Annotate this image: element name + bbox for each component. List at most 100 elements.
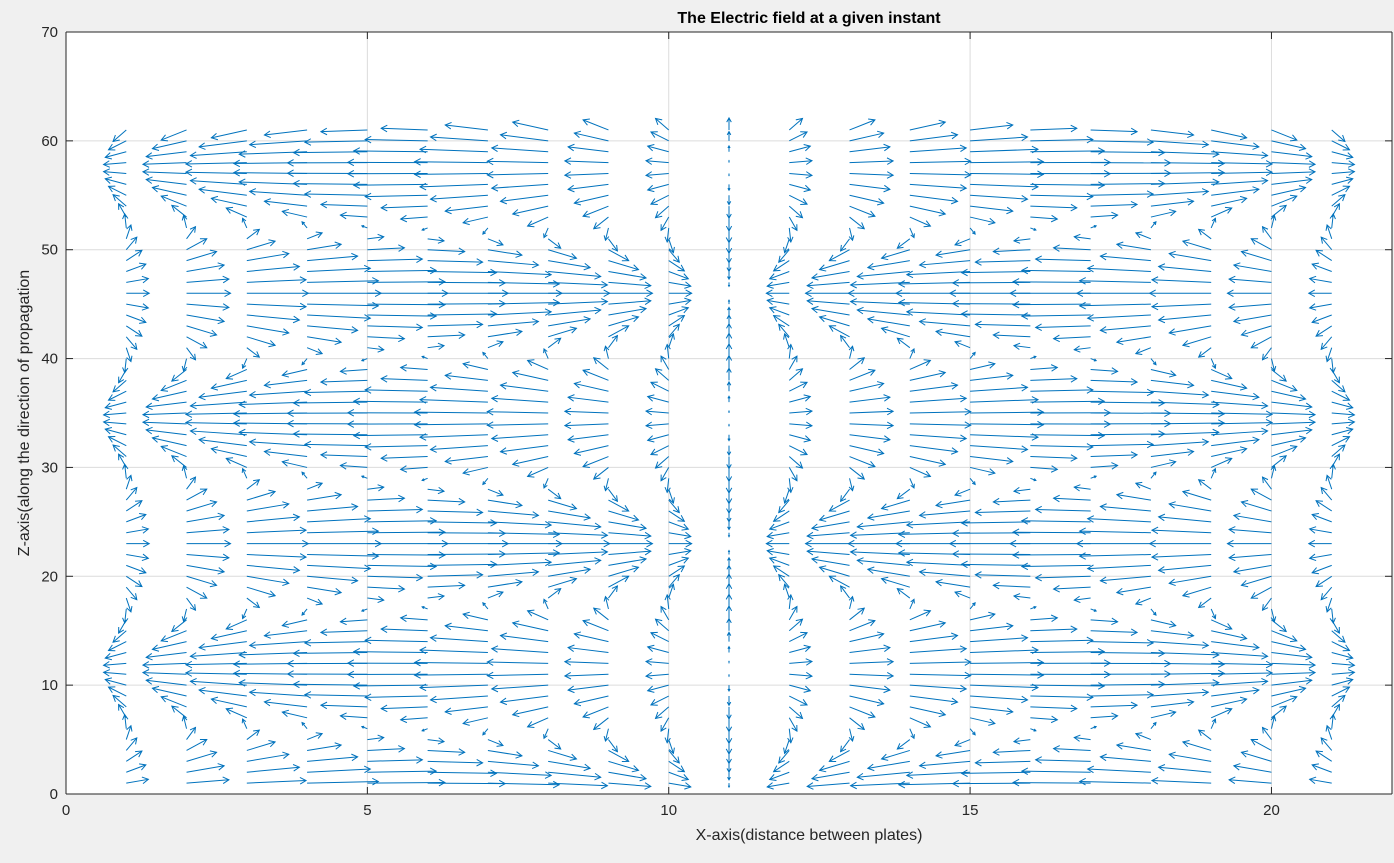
field-arrow (303, 691, 368, 699)
field-arrow (644, 421, 669, 430)
field-arrow (789, 144, 812, 153)
field-arrow (1211, 151, 1269, 159)
field-arrow (490, 183, 549, 192)
field-arrow (1240, 750, 1272, 762)
field-arrow (848, 227, 855, 242)
field-arrow (787, 227, 794, 244)
field-arrow (346, 420, 428, 428)
y-axis-label: Z-axis(along the direction of propagatio… (16, 270, 33, 556)
field-arrow (839, 488, 850, 503)
field-arrow (788, 216, 798, 232)
field-arrow (186, 336, 208, 349)
field-arrow (856, 557, 910, 566)
field-arrow (1197, 597, 1212, 609)
field-arrow (1307, 289, 1332, 297)
field-arrow (1034, 255, 1091, 263)
field-arrow (1086, 314, 1151, 322)
field-arrow (1211, 195, 1248, 207)
field-arrow (563, 671, 609, 680)
field-arrow (462, 717, 489, 726)
field-arrow (1311, 262, 1332, 272)
field-arrow (1078, 777, 1151, 786)
field-arrow (1271, 204, 1288, 218)
field-arrow (1150, 302, 1212, 311)
field-arrow (1052, 585, 1091, 593)
field-arrow (1270, 608, 1277, 623)
field-arrow (1099, 503, 1151, 512)
field-arrow (429, 384, 488, 392)
field-arrow (281, 208, 308, 218)
field-arrow (668, 531, 692, 540)
field-arrow (160, 630, 187, 643)
field-arrow (849, 194, 885, 206)
field-arrow (563, 407, 609, 416)
field-arrow (126, 289, 151, 297)
field-arrow (543, 728, 549, 740)
field-arrow (880, 749, 910, 761)
field-arrow (303, 388, 368, 397)
field-arrow (1157, 764, 1212, 773)
field-arrow (849, 619, 876, 632)
field-arrow (880, 249, 910, 261)
field-arrow (306, 732, 324, 741)
field-arrow (1211, 669, 1274, 677)
field-arrow (608, 334, 619, 348)
field-arrow (849, 684, 891, 694)
field-arrow (608, 297, 652, 305)
field-arrow (429, 445, 488, 453)
field-arrow (487, 521, 553, 529)
field-arrow (1073, 595, 1091, 604)
field-arrow (1315, 500, 1333, 512)
field-arrow (1211, 446, 1248, 458)
field-arrow (367, 494, 406, 503)
field-arrow (189, 177, 247, 185)
field-arrow (1210, 217, 1217, 229)
field-arrow (668, 573, 680, 588)
field-arrow (1331, 444, 1346, 457)
field-arrow (186, 564, 226, 575)
field-arrow (896, 739, 911, 750)
field-arrow (301, 608, 308, 616)
field-arrow (970, 158, 1045, 166)
field-arrow (360, 725, 368, 730)
field-arrow (281, 709, 308, 719)
field-arrow (429, 194, 488, 203)
field-arrow (806, 547, 850, 556)
field-arrow (380, 203, 428, 212)
field-arrow (184, 669, 247, 677)
field-arrow (263, 448, 308, 458)
field-arrow (1325, 347, 1333, 363)
field-arrow (487, 249, 523, 258)
field-arrow (918, 318, 971, 327)
field-arrow (246, 276, 308, 284)
field-arrow (307, 314, 372, 322)
field-arrow (608, 238, 619, 252)
field-arrow (490, 394, 549, 403)
field-arrow (664, 343, 671, 359)
field-arrow (367, 756, 424, 764)
field-arrow (880, 499, 910, 511)
y-tick-label: 50 (41, 242, 58, 259)
field-arrow (970, 658, 1045, 667)
field-arrow (608, 305, 648, 316)
field-arrow (960, 268, 1031, 277)
field-arrow (951, 550, 1031, 558)
field-arrow (905, 308, 971, 316)
field-arrow (726, 130, 732, 141)
field-arrow (122, 358, 129, 374)
field-arrow (499, 194, 549, 205)
field-arrow (246, 263, 301, 272)
field-arrow (1210, 718, 1217, 729)
field-arrow (969, 227, 976, 235)
field-arrow (849, 644, 891, 653)
field-arrow (806, 297, 850, 305)
field-arrow (399, 614, 428, 623)
field-arrow (608, 314, 640, 327)
field-arrow (1261, 225, 1272, 240)
field-arrow (909, 421, 972, 429)
field-arrow (849, 407, 895, 416)
field-arrow (608, 488, 619, 503)
x-tick-label: 0 (62, 802, 70, 819)
field-arrow (909, 144, 968, 153)
